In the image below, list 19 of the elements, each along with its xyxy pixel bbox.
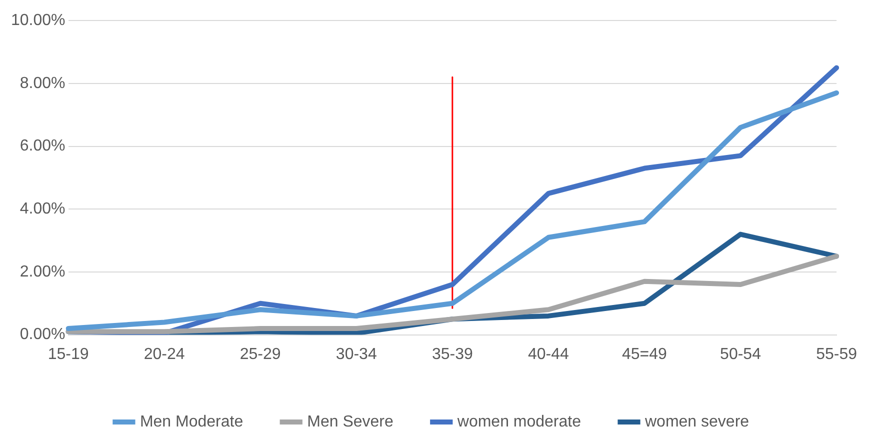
x-tick-label: 30-34	[336, 346, 377, 363]
x-tick-label: 50-54	[720, 346, 762, 363]
y-tick-label: 6.00%	[20, 138, 66, 155]
x-tick-label: 35-39	[432, 346, 473, 363]
y-tick-label: 2.00%	[20, 263, 66, 280]
legend-label: Men Moderate	[140, 413, 244, 430]
legend-label: women moderate	[456, 413, 582, 430]
x-tick-label: 15-19	[48, 346, 89, 363]
x-tick-label: 55-59	[816, 346, 858, 363]
y-tick-label: 8.00%	[20, 74, 66, 92]
y-tick-label: 10.00%	[11, 12, 66, 30]
legend-label: women severe	[644, 413, 750, 430]
x-tick-label: 25-29	[240, 346, 281, 363]
y-tick-label: 0.00%	[20, 326, 66, 344]
legend-label: Men Severe	[307, 413, 394, 430]
y-tick-label: 4.00%	[20, 200, 66, 218]
x-tick-label: 20-24	[144, 346, 185, 363]
x-tick-label: 40-44	[528, 346, 569, 363]
x-tick-label: 45=49	[622, 346, 668, 363]
